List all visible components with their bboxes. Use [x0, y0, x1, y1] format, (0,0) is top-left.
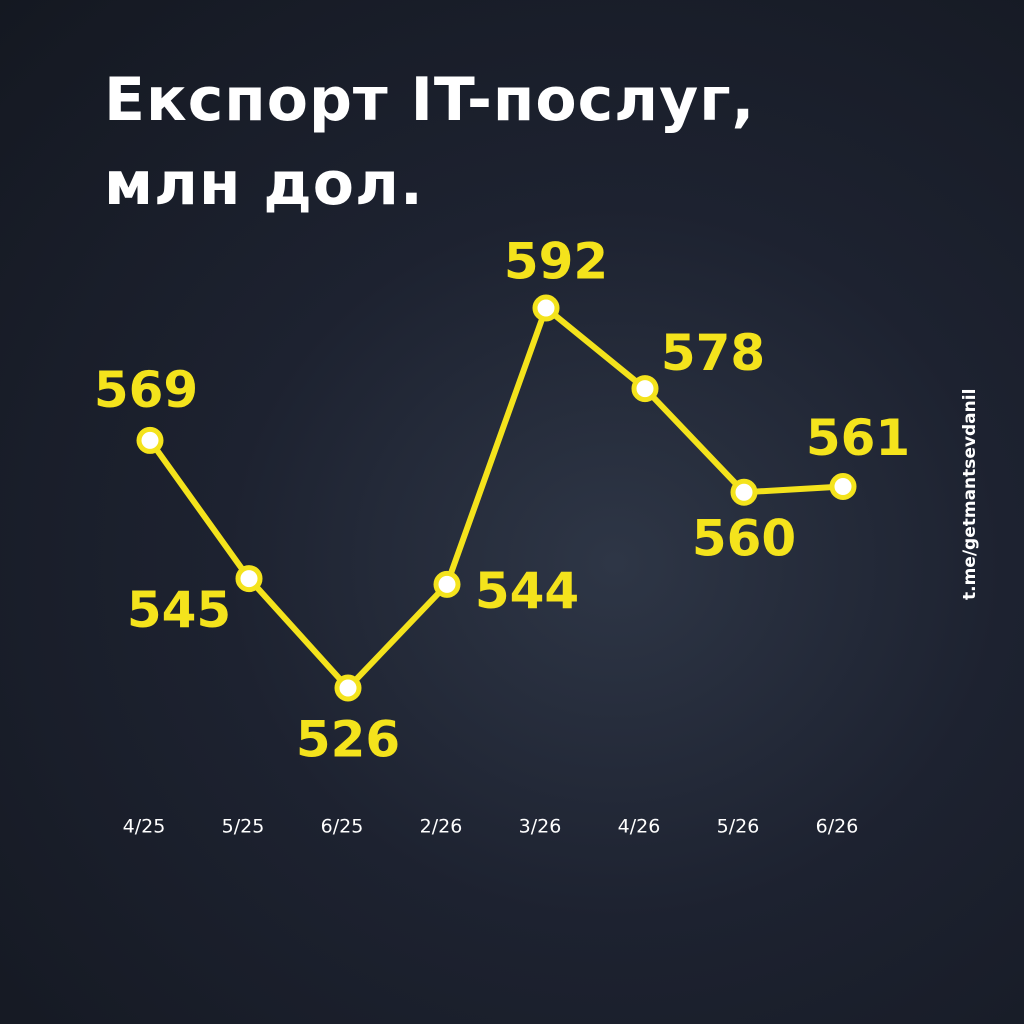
x-tick-label: 5/25: [222, 816, 265, 838]
x-tick-label: 4/25: [123, 816, 166, 838]
value-label: 561: [806, 409, 910, 467]
x-tick-label: 5/26: [717, 816, 760, 838]
point: [532, 294, 560, 322]
point: [631, 375, 659, 403]
line: [147, 305, 844, 691]
point: [136, 426, 164, 454]
value-label: 592: [504, 233, 608, 291]
x-tick-label: 6/26: [816, 816, 859, 838]
x-tick-label: 4/26: [618, 816, 661, 838]
value-label: 545: [127, 581, 231, 639]
x-tick-label: 6/25: [321, 816, 364, 838]
x-tick-label: 2/26: [420, 816, 463, 838]
value-label: 578: [661, 324, 765, 382]
point: [433, 570, 461, 598]
point: [829, 472, 857, 500]
x-tick-label: 3/26: [519, 816, 562, 838]
value-label: 526: [296, 711, 400, 769]
value-label: 544: [475, 562, 579, 620]
point: [730, 478, 758, 506]
value-label: 569: [94, 361, 198, 419]
chart-title: Експорт IT-послуг, млн дол.: [104, 65, 756, 219]
value-label: 560: [692, 510, 796, 568]
point: [334, 674, 362, 702]
watermark: t.me/getmantsevdanil: [960, 389, 980, 600]
point: [235, 565, 263, 593]
